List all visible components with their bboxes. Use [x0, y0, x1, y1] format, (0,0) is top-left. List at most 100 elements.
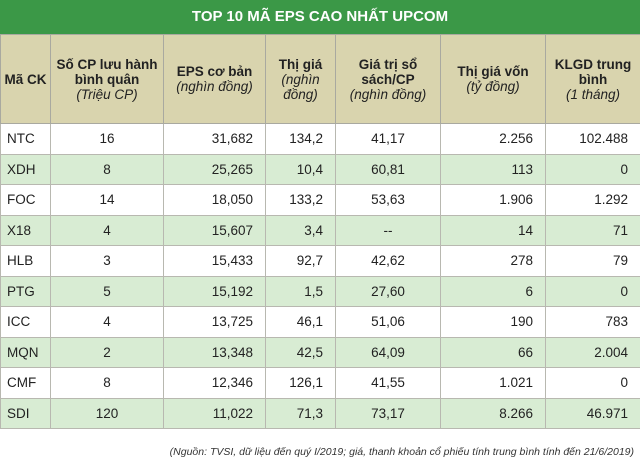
header-title: KLGD trung bình [554, 56, 632, 87]
table-row: X18 4 15,607 3,4 -- 14 71 [0, 214, 640, 246]
column-header: KLGD trung bình (1 tháng) [545, 34, 640, 124]
footnote: (Nguồn: TVSI, dữ liệu đến quý I/2019; gi… [169, 446, 634, 458]
table-row: FOC 14 18,050 133,2 53,63 1.906 1.292 [0, 184, 640, 216]
table-cell: 31,682 [163, 123, 266, 155]
table-cell: 51,06 [335, 306, 441, 338]
table-cell: XDH [0, 153, 51, 185]
table-cell: 1,5 [265, 275, 336, 307]
table-title: TOP 10 MÃ EPS CAO NHẤT UPCOM [0, 0, 640, 34]
table-cell: HLB [0, 245, 51, 277]
header-title: Số CP lưu hành bình quân [56, 56, 158, 87]
table-cell: NTC [0, 123, 51, 155]
table-cell: 71,3 [265, 397, 336, 429]
table-cell: 53,63 [335, 184, 441, 216]
table-cell: 1.021 [440, 367, 546, 399]
table-cell: -- [335, 214, 441, 246]
table-cell: 71 [545, 214, 640, 246]
table-cell: 27,60 [335, 275, 441, 307]
header-unit: (1 tháng) [565, 86, 621, 102]
table-cell: PTG [0, 275, 51, 307]
table-cell: 14 [440, 214, 546, 246]
column-header: Số CP lưu hành bình quân (Triệu CP) [50, 34, 164, 124]
column-header: EPS cơ bản (nghìn đồng) [163, 34, 266, 124]
table-cell: 3,4 [265, 214, 336, 246]
table-row: ICC 4 13,725 46,1 51,06 190 783 [0, 306, 640, 338]
table-cell: 64,09 [335, 336, 441, 368]
table-cell: 8 [50, 153, 164, 185]
header-title: Thị giá vốn [457, 64, 529, 79]
table-cell: 66 [440, 336, 546, 368]
table-cell: 190 [440, 306, 546, 338]
header-unit: (nghìn đồng) [281, 71, 320, 102]
table-cell: 2 [50, 336, 164, 368]
table-row: MQN 2 13,348 42,5 64,09 66 2.004 [0, 336, 640, 368]
table-cell: SDI [0, 397, 51, 429]
header-title: EPS cơ bản [176, 64, 253, 79]
table-cell: X18 [0, 214, 51, 246]
table-cell: 102.488 [545, 123, 640, 155]
table-cell: ICC [0, 306, 51, 338]
table-cell: 16 [50, 123, 164, 155]
column-header: Giá trị sổ sách/CP (nghìn đồng) [335, 34, 441, 124]
table-cell: 10,4 [265, 153, 336, 185]
table-cell: 41,17 [335, 123, 441, 155]
header-row: Mã CK Số CP lưu hành bình quân (Triệu CP) E… [0, 34, 640, 124]
table-cell: CMF [0, 367, 51, 399]
table-row: NTC 16 31,682 134,2 41,17 2.256 102.488 [0, 123, 640, 155]
table-cell: 73,17 [335, 397, 441, 429]
table-cell: 11,022 [163, 397, 266, 429]
table-cell: 2.256 [440, 123, 546, 155]
table-row: CMF 8 12,346 126,1 41,55 1.021 0 [0, 367, 640, 399]
table-cell: 6 [440, 275, 546, 307]
table-cell: 15,192 [163, 275, 266, 307]
table-cell: 1.292 [545, 184, 640, 216]
header-title: Thị giá [278, 56, 323, 72]
table-cell: 0 [545, 275, 640, 307]
table-cell: 0 [545, 153, 640, 185]
table-cell: 41,55 [335, 367, 441, 399]
table-cell: 126,1 [265, 367, 336, 399]
table-cell: 12,346 [163, 367, 266, 399]
table-body: NTC 16 31,682 134,2 41,17 2.256 102.488 XDH 8 25,… [0, 123, 640, 429]
table-cell: 783 [545, 306, 640, 338]
column-header: Thị giá vốn (tỷ đồng) [440, 34, 546, 124]
header-title: Giá trị sổ sách/CP [358, 56, 418, 87]
table-cell: 15,433 [163, 245, 266, 277]
table-cell: 13,725 [163, 306, 266, 338]
table-cell: 1.906 [440, 184, 546, 216]
table-cell: 46,1 [265, 306, 336, 338]
column-header: Mã CK [0, 34, 51, 124]
header-unit: (Triệu CP) [76, 86, 138, 102]
header-title: Mã CK [4, 71, 47, 87]
table-row: HLB 3 15,433 92,7 42,62 278 79 [0, 245, 640, 277]
header-unit: (tỷ đồng) [466, 79, 520, 94]
header-unit: (nghìn đồng) [176, 79, 253, 94]
table-cell: 113 [440, 153, 546, 185]
table-cell: 134,2 [265, 123, 336, 155]
table-cell: 60,81 [335, 153, 441, 185]
table-cell: 278 [440, 245, 546, 277]
table-cell: 13,348 [163, 336, 266, 368]
table-cell: 4 [50, 214, 164, 246]
table-cell: 2.004 [545, 336, 640, 368]
table-cell: MQN [0, 336, 51, 368]
table-cell: 0 [545, 367, 640, 399]
table: Mã CK Số CP lưu hành bình quân (Triệu CP) E… [0, 34, 640, 429]
table-cell: 42,5 [265, 336, 336, 368]
table-cell: 42,62 [335, 245, 441, 277]
table-cell: 8.266 [440, 397, 546, 429]
table-cell: 14 [50, 184, 164, 216]
table-cell: 18,050 [163, 184, 266, 216]
table-cell: 8 [50, 367, 164, 399]
column-header: Thị giá (nghìn đồng) [265, 34, 336, 124]
table-cell: 5 [50, 275, 164, 307]
table-cell: 25,265 [163, 153, 266, 185]
table-row: PTG 5 15,192 1,5 27,60 6 0 [0, 275, 640, 307]
table-cell: 92,7 [265, 245, 336, 277]
table-cell: 3 [50, 245, 164, 277]
table-cell: 15,607 [163, 214, 266, 246]
table-cell: 46.971 [545, 397, 640, 429]
table-cell: 79 [545, 245, 640, 277]
table-row: XDH 8 25,265 10,4 60,81 113 0 [0, 153, 640, 185]
